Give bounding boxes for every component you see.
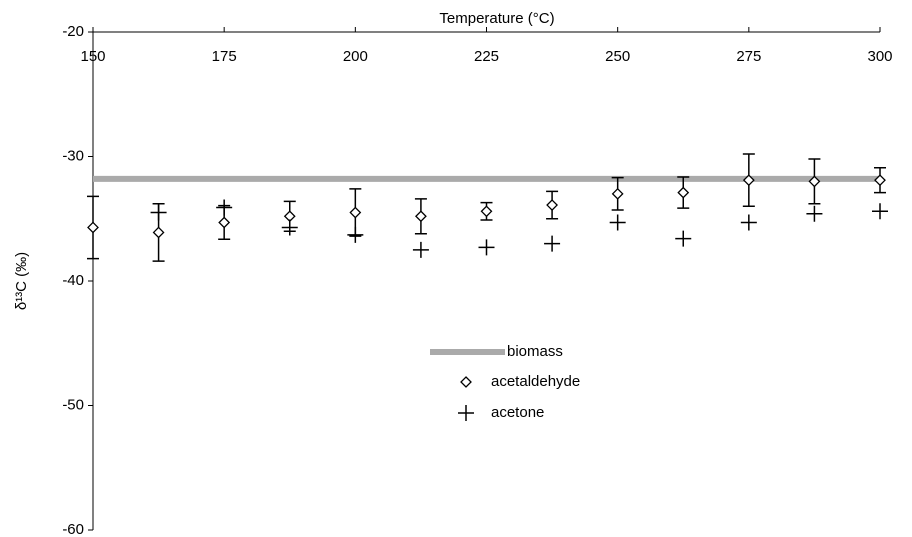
legend-label: acetaldehyde	[491, 373, 580, 390]
plus-marker	[872, 203, 888, 220]
x-tick-label: 150	[80, 48, 105, 65]
diamond-marker	[480, 205, 493, 218]
diamond-marker	[152, 226, 165, 239]
y-tick-label: -30	[62, 147, 84, 164]
legend-marker	[458, 405, 474, 421]
x-tick-label: 300	[867, 48, 892, 65]
plus-marker	[675, 230, 692, 247]
plus-marker	[216, 199, 233, 216]
plus-marker	[347, 226, 364, 243]
y-tick-label: -60	[62, 521, 84, 537]
plus-marker	[281, 219, 298, 236]
plus-marker	[609, 214, 626, 231]
x-tick-label: 175	[212, 48, 237, 65]
diamond-marker	[742, 174, 755, 187]
x-tick-label: 200	[343, 48, 368, 65]
plus-marker	[150, 204, 167, 221]
y-tick-label: -40	[62, 272, 84, 289]
y-axis-title: δ¹³C (‰)	[13, 252, 30, 310]
diamond-marker	[218, 216, 231, 229]
diamond-marker	[874, 174, 886, 187]
diamond-marker	[414, 210, 427, 223]
legend-label: biomass	[507, 343, 563, 360]
plus-marker	[478, 239, 495, 256]
diamond-marker	[808, 175, 821, 188]
plus-marker	[412, 241, 429, 258]
legend-label: acetone	[491, 404, 544, 421]
plus-marker	[740, 214, 757, 231]
y-tick-label: -50	[62, 396, 84, 413]
plus-marker	[544, 235, 561, 252]
diamond-marker	[349, 206, 362, 219]
diamond-marker	[87, 221, 99, 234]
x-tick-label: 250	[605, 48, 630, 65]
diamond-marker	[546, 199, 559, 211]
x-tick-label: 275	[736, 48, 761, 65]
diamond-marker	[677, 186, 690, 199]
y-tick-label: -20	[62, 23, 84, 40]
diamond-marker	[611, 187, 624, 200]
legend-marker	[460, 376, 472, 388]
plus-marker	[806, 205, 823, 222]
x-tick-label: 225	[474, 48, 499, 65]
x-axis-title: Temperature (°C)	[439, 10, 554, 27]
